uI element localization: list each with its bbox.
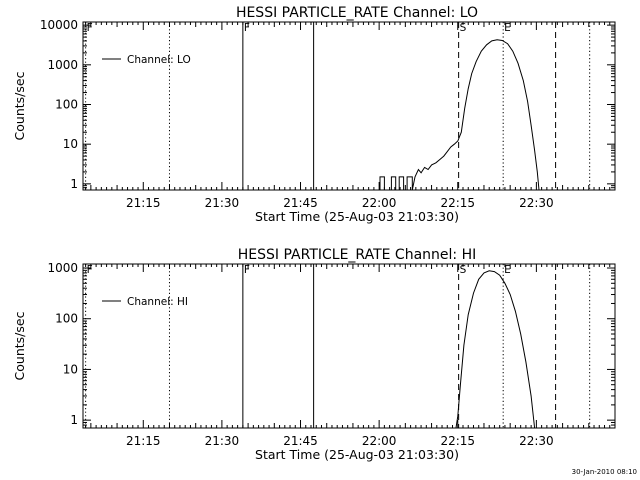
y-axis-label: Counts/sec [12,311,27,380]
y-tick-label: 1 [70,413,78,427]
event-marker-label: E [504,22,511,34]
series-line-hi [455,270,536,429]
x-tick-label: 22:00 [362,434,397,448]
x-tick-label: 21:45 [283,434,318,448]
event-marker-label: S [460,264,467,276]
y-tick-label: 1 [70,177,78,191]
x-tick-label: 22:30 [519,434,554,448]
x-tick-label: 22:00 [362,196,397,210]
event-marker-label: F [244,264,250,276]
y-tick-label: 100 [55,97,78,111]
series-line-lo [379,39,540,191]
x-tick-label: 21:15 [126,196,161,210]
legend-entry: Channel: LO [127,54,191,66]
x-axis-label: Start Time (25-Aug-03 21:03:30) [255,447,459,462]
y-tick-label: 10000 [40,18,78,32]
event-marker-label: E [504,264,511,276]
y-tick-label: 1000 [47,261,78,275]
x-tick-label: 22:15 [440,434,475,448]
x-tick-label: 21:30 [205,434,240,448]
y-tick-label: 1000 [47,58,78,72]
x-tick-label: 21:30 [205,196,240,210]
plot-frame [82,263,616,429]
event-marker-label: F [244,22,250,34]
x-axis-label: Start Time (25-Aug-03 21:03:30) [255,209,459,224]
event-marker-label: F [87,22,93,34]
event-marker-label: S [460,22,467,34]
date-stamp: 30-Jan-2010 08:10 [572,468,637,476]
event-marker-label: F [87,264,93,276]
x-tick-label: 21:15 [126,434,161,448]
y-tick-label: 10 [63,362,78,376]
y-tick-label: 10 [63,137,78,151]
x-tick-label: 22:30 [519,196,554,210]
x-tick-label: 22:15 [440,196,475,210]
chart-title: HESSI PARTICLE_RATE Channel: LO [236,5,478,21]
plot-frame [82,21,616,191]
chart-panel-hi: F F S E 21:15 21:30 21:45 22:00 22:15 22:30 1 10 100… [12,247,616,462]
x-tick-label: 21:45 [283,196,318,210]
chart-title: HESSI PARTICLE_RATE Channel: HI [238,247,476,263]
y-tick-label: 100 [55,312,78,326]
legend-entry: Channel: HI [127,296,188,308]
y-axis-label: Counts/sec [12,71,27,140]
chart-panel-lo: F F S E 21:15 21:30 21:45 22:00 22:15 22:30 1 10 100… [12,5,616,224]
